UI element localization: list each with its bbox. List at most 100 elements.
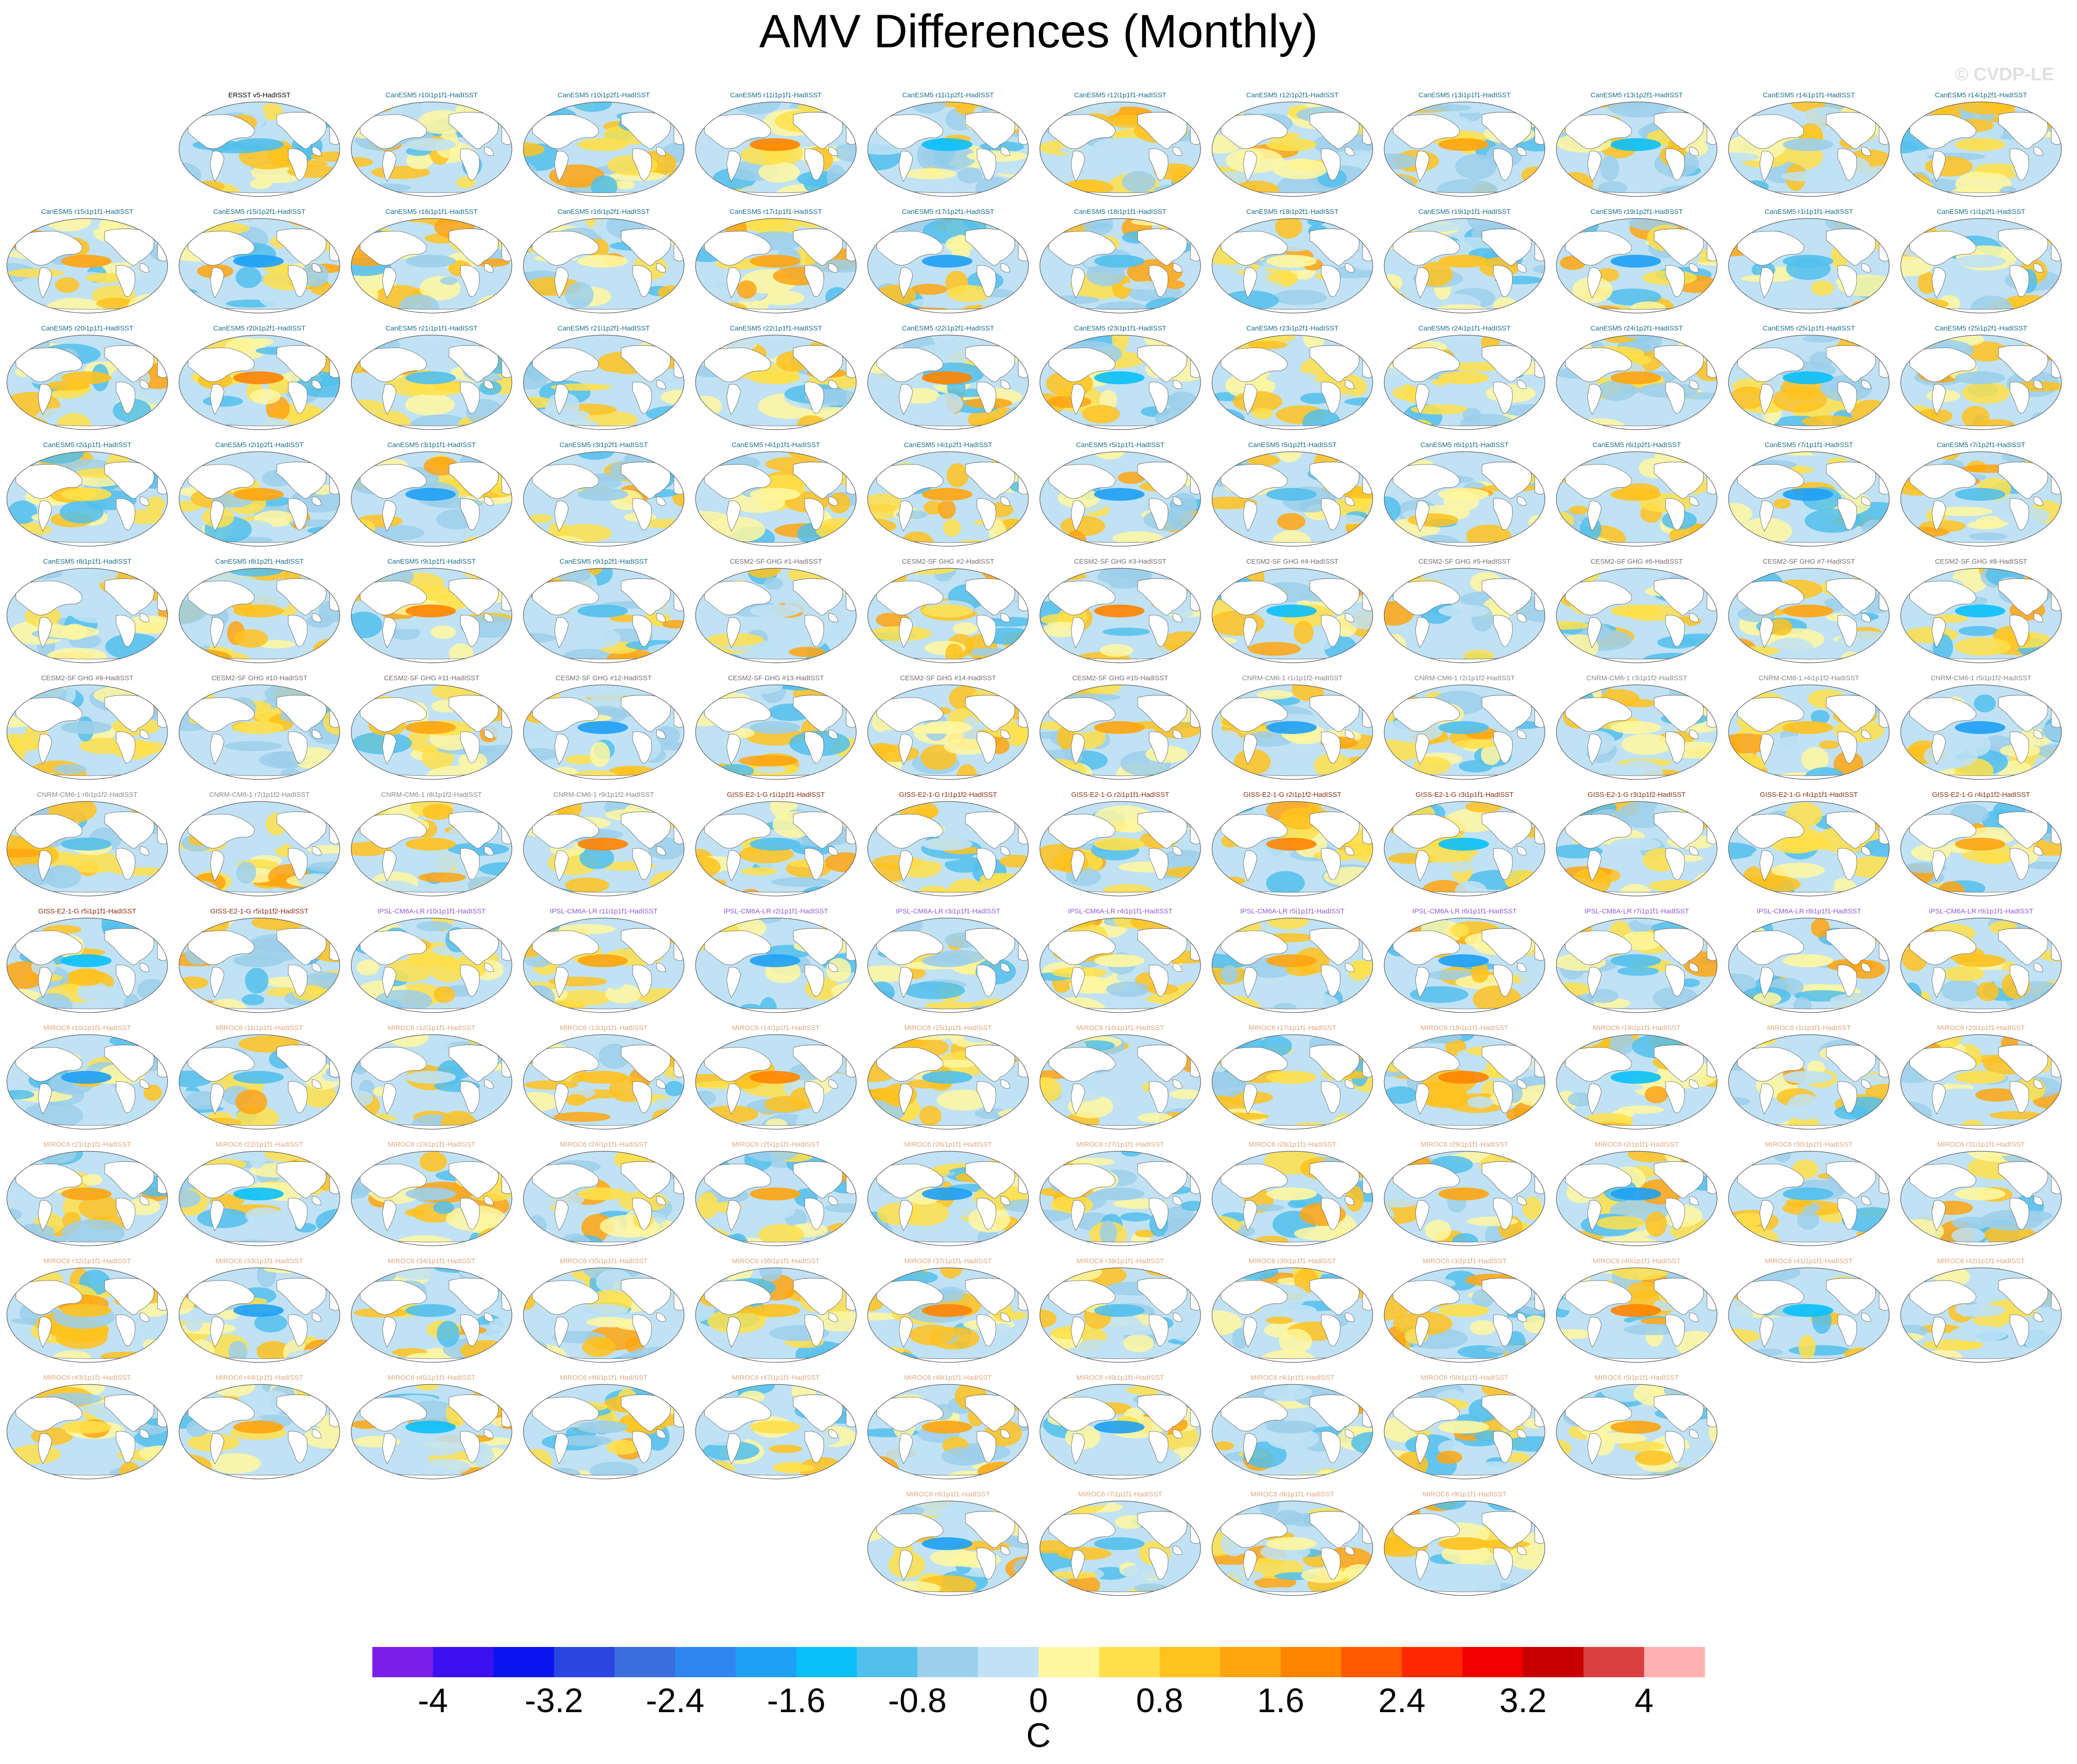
panel-title: CNRM-CM6-1 r9i1p1f2-HadISST — [553, 791, 654, 799]
map-panel: CanESM5 r17i1p2f1-HadISST — [862, 207, 1034, 316]
map-panel: CanESM5 r6i1p1f1-HadISST — [1378, 441, 1551, 549]
panel-title: CNRM-CM6-1 r2i1p1f2-HadISST — [1414, 674, 1515, 682]
panel-title: CanESM5 r8i1p2f1-HadISST — [215, 558, 304, 566]
panel-title: CNRM-CM6-1 r1i1p1f2-HadISST — [1242, 674, 1343, 682]
colorbar-swatch — [1462, 1647, 1523, 1677]
sst-difference-map — [1212, 1151, 1373, 1246]
sst-difference-map — [1039, 918, 1201, 1013]
sst-difference-map — [523, 218, 685, 314]
map-panel: CanESM5 r21i1p1f1-HadISST — [345, 324, 518, 432]
sst-difference-map — [1039, 335, 1201, 430]
panel-title: CanESM5 r7i1p2f1-HadISST — [1937, 441, 2026, 449]
panel-title: GISS-E2-1-G r4i1p1f2-HadISST — [1932, 791, 2030, 799]
colorbar-tick-label: -0.8 — [888, 1681, 947, 1719]
panel-title: MIROC6 r32i1p1f1-HadISST — [43, 1257, 131, 1265]
panel-title: CanESM5 r20i1p2f1-HadISST — [213, 325, 306, 332]
map-panel: MIROC6 r13i1p1f1-HadISST — [517, 1024, 690, 1132]
panel-title: CESM2-SF GHG #13-HadISST — [728, 674, 824, 682]
colorbar-swatch — [796, 1647, 857, 1677]
sst-difference-map — [1212, 451, 1373, 547]
panel-title: CanESM5 r15i1p2f1-HadISST — [213, 208, 306, 216]
panel-title: CESM2-SF GHG #4-HadISST — [1246, 558, 1339, 566]
sst-difference-map — [351, 451, 512, 547]
panel-title: CanESM5 r20i1p1f1-HadISST — [41, 325, 134, 332]
sst-difference-map — [523, 1384, 685, 1479]
map-panel: MIROC6 r26i1p1f1-HadISST — [862, 1140, 1034, 1249]
panel-title: CanESM5 r10i1p1f1-HadISST — [385, 91, 478, 99]
map-panel: CanESM5 r16i1p1f1-HadISST — [345, 207, 518, 316]
map-panel: MIROC6 r41i1p1f1-HadISST — [1723, 1257, 1895, 1365]
panel-title: CESM2-SF GHG #5-HadISST — [1418, 558, 1511, 566]
map-panel: CanESM5 r5i1p2f1-HadISST — [1206, 441, 1379, 549]
sst-difference-map — [1900, 568, 2062, 663]
sst-difference-map — [1556, 801, 1718, 896]
sst-difference-map — [1900, 1151, 2062, 1246]
sst-difference-map — [1900, 1034, 2062, 1130]
panel-title: CNRM-CM6-1 r5i1p1f2-HadISST — [1931, 674, 2032, 682]
colorbar-swatch — [1523, 1647, 1584, 1677]
panel-title: CESM2-SF GHG #1-HadISST — [730, 558, 822, 566]
colorbar-tick-label: -1.6 — [767, 1681, 826, 1719]
panel-title: CanESM5 r9i1p2f1-HadISST — [559, 558, 648, 566]
panel-title: CESM2-SF GHG #2-HadISST — [902, 558, 994, 566]
colorbar-swatch — [675, 1647, 736, 1677]
panel-title: CanESM5 r6i1p1f1-HadISST — [1420, 441, 1509, 449]
map-panel: MIROC6 r35i1p1f1-HadISST — [517, 1257, 690, 1365]
sst-difference-map — [6, 801, 168, 896]
sst-difference-map — [523, 684, 685, 780]
sst-difference-map — [867, 684, 1029, 780]
map-panel: MIROC6 r31i1p1f1-HadISST — [1895, 1140, 2067, 1249]
sst-difference-map — [351, 568, 512, 663]
map-panel: GISS-E2-1-G r2i1p1f2-HadISST — [1206, 790, 1379, 899]
sst-difference-map — [1900, 101, 2062, 197]
map-panel: MIROC6 r42i1p1f1-HadISST — [1895, 1257, 2067, 1365]
map-panel: GISS-E2-1-G r5i1p1f2-HadISST — [173, 907, 346, 1015]
panel-title: MIROC6 r6i1p1f1-HadISST — [906, 1490, 990, 1498]
map-panel: IPSL-CM6A-LR r11i1p1f1-HadISST — [517, 907, 690, 1015]
sst-difference-map — [1384, 1034, 1545, 1130]
sst-difference-map — [695, 1151, 857, 1246]
panel-title: MIROC6 r49i1p1f1-HadISST — [1076, 1374, 1164, 1382]
map-panel: MIROC6 r15i1p1f1-HadISST — [862, 1024, 1034, 1132]
sst-difference-map — [523, 335, 685, 430]
sst-difference-map — [351, 1034, 512, 1130]
figure-title: AMV Differences (Monthly) — [759, 5, 1318, 57]
panel-title: CanESM5 r11i1p2f1-HadISST — [902, 91, 994, 99]
colorbar-tick-label: 2.4 — [1378, 1681, 1426, 1719]
panel-title: GISS-E2-1-G r3i1p1f2-HadISST — [1588, 791, 1686, 799]
sst-difference-map — [1039, 1151, 1201, 1246]
colorbar-swatch — [1341, 1647, 1402, 1677]
colorbar-swatch — [735, 1647, 797, 1677]
sst-difference-map — [6, 1034, 168, 1130]
map-panel: MIROC6 r32i1p1f1-HadISST — [1, 1257, 174, 1365]
panel-title: IPSL-CM6A-LR r7i1p1f1-HadISST — [1584, 907, 1689, 915]
map-panel: MIROC6 r14i1p1f1-HadISST — [690, 1024, 862, 1132]
map-panel: CESM2-SF GHG #12-HadISST — [517, 674, 690, 782]
panel-title: MIROC6 r26i1p1f1-HadISST — [904, 1141, 992, 1148]
panel-title: GISS-E2-1-G r5i1p1f1-HadISST — [38, 907, 136, 915]
map-panel: CanESM5 r18i1p2f1-HadISST — [1206, 207, 1379, 316]
map-panel: MIROC6 r37i1p1f1-HadISST — [862, 1257, 1034, 1365]
map-panel: CESM2-SF GHG #1-HadISST — [690, 557, 862, 666]
sst-difference-map — [6, 568, 168, 663]
map-panel: IPSL-CM6A-LR r8i1p1f1-HadISST — [1723, 907, 1895, 1015]
colorbar-swatch — [1159, 1647, 1221, 1677]
colorbar-tick-label: -4 — [417, 1681, 448, 1719]
sst-difference-map — [351, 1267, 512, 1363]
panel-title: CanESM5 r1i1p2f1-HadISST — [1937, 208, 2026, 216]
panel-title: CNRM-CM6-1 r4i1p1f2-HadISST — [1758, 674, 1859, 682]
sst-difference-map — [179, 101, 340, 197]
panel-title: MIROC6 r13i1p1f1-HadISST — [560, 1024, 648, 1032]
sst-difference-map — [1384, 1384, 1545, 1479]
panel-title: CanESM5 r21i1p1f1-HadISST — [385, 325, 478, 332]
map-panel: MIROC6 r23i1p1f1-HadISST — [345, 1140, 518, 1249]
sst-difference-map — [351, 1384, 512, 1479]
map-panel: CanESM5 r1i1p1f1-HadISST — [1723, 207, 1895, 316]
colorbar-swatch — [1038, 1647, 1100, 1677]
map-panel: CESM2-SF GHG #15-HadISST — [1034, 674, 1207, 782]
panel-title: CanESM5 r18i1p1f1-HadISST — [1074, 208, 1167, 216]
map-panel: CESM2-SF GHG #9-HadISST — [1, 674, 174, 782]
map-panel: IPSL-CM6A-LR r9i1p1f1-HadISST — [1895, 907, 2067, 1015]
panel-title: MIROC6 r18i1p1f1-HadISST — [1420, 1024, 1509, 1032]
panel-title: CNRM-CM6-1 r6i1p1f2-HadISST — [37, 791, 138, 799]
